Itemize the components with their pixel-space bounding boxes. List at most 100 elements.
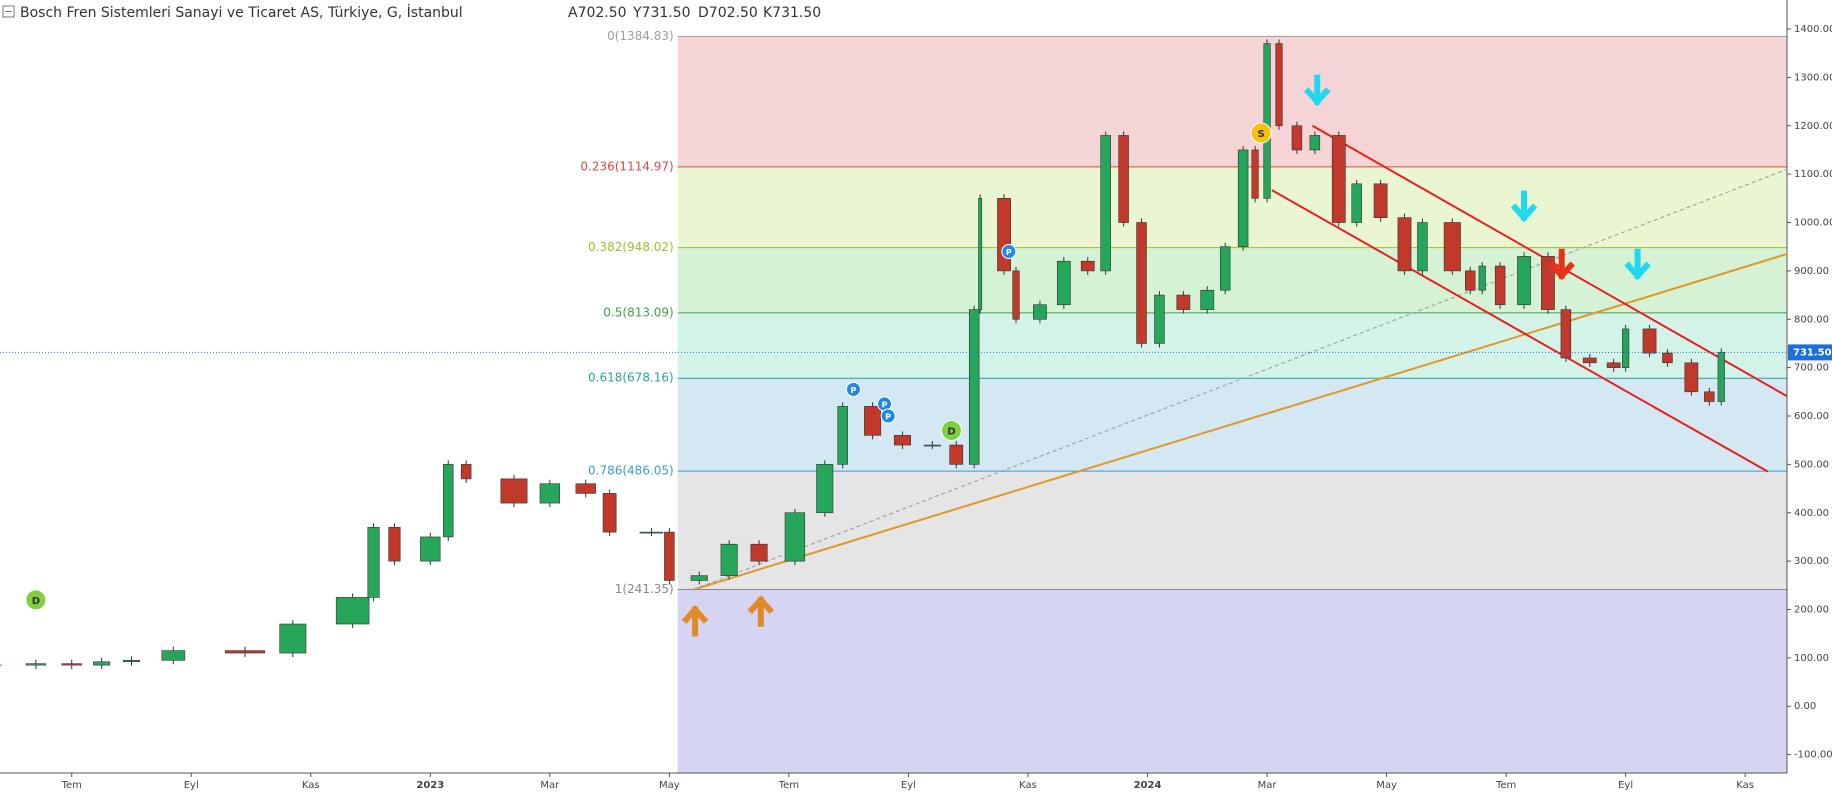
y-tick-label: 700.00 [1794, 363, 1829, 374]
candle-body [1478, 265, 1486, 291]
header-bg [0, 0, 700, 26]
candle-body [750, 543, 768, 562]
candle-body [639, 531, 664, 534]
fib-label: 0.5(813.09) [603, 305, 673, 319]
candle-body [720, 543, 738, 576]
candle-body [1443, 222, 1461, 272]
fib-label: 0.236(1114.97) [580, 159, 673, 173]
candle-body [61, 663, 82, 666]
candle-body [997, 198, 1011, 272]
badge-text: D [32, 596, 40, 607]
candle-body [949, 444, 964, 465]
x-tick-label: Kas [1019, 780, 1037, 791]
candle-body [1200, 289, 1215, 310]
x-tick-label: Tem [1495, 780, 1516, 791]
y-tick-label: 1300.00 [1794, 72, 1832, 83]
candle-body [1582, 357, 1597, 364]
y-tick-label: 600.00 [1794, 411, 1829, 422]
candle-body [1219, 246, 1231, 291]
candle-body [1465, 270, 1476, 291]
candle-body [1606, 362, 1621, 368]
y-tick-label: 300.00 [1794, 556, 1829, 567]
badge [1250, 122, 1272, 144]
badge [880, 408, 896, 424]
candle-body [978, 198, 983, 310]
candle-body [1275, 43, 1283, 127]
y-tick-label: 100.00 [1794, 653, 1829, 664]
candle-body [25, 663, 47, 666]
candle-body [575, 483, 596, 494]
fib-label: 0.382(948.02) [588, 240, 674, 254]
badge [25, 589, 47, 611]
fib-label: 0(1384.83) [607, 29, 674, 43]
candle-body [1331, 135, 1346, 223]
candle-body [1351, 183, 1362, 223]
candle-body [1684, 362, 1699, 393]
candle-body [1517, 256, 1531, 306]
fib-band [677, 589, 1788, 773]
x-tick-label: Eyl [184, 780, 199, 791]
signal-arrow [1510, 190, 1538, 223]
candle-body [1622, 328, 1630, 368]
signal-arrow [1548, 248, 1575, 281]
x-tick-label: May [1376, 780, 1397, 791]
candle-body [602, 493, 617, 533]
last-price-tag [1788, 344, 1832, 361]
candle-body [500, 478, 528, 504]
candle-body [923, 444, 941, 447]
x-tick-label: Tem [61, 780, 82, 791]
x-tick-label: Kas [302, 780, 320, 791]
y-tick-label: 900.00 [1794, 266, 1829, 277]
badge-text: P [1006, 248, 1012, 257]
candle-body [1237, 149, 1249, 248]
candle-body [1309, 135, 1321, 151]
candle-body [420, 536, 441, 562]
x-tick-label: May [659, 780, 680, 791]
signal-arrow [1304, 74, 1331, 107]
y-axis-bg [1787, 0, 1832, 792]
candle-body [335, 597, 370, 625]
fib-band [677, 36, 1788, 167]
last-price-label: 731.50 [1793, 347, 1832, 358]
candle-body [1417, 222, 1428, 272]
ohlc-value: D702.50 [698, 5, 758, 21]
candle-body [367, 526, 380, 598]
x-tick-label: 2024 [1134, 780, 1162, 791]
signal-arrow [1624, 248, 1651, 281]
fib-band [677, 247, 1788, 313]
candle-body [1080, 260, 1095, 272]
candle-body [1154, 294, 1165, 344]
fib-label: 0.618(678.16) [588, 371, 674, 385]
candle-body [864, 406, 882, 436]
x-tick-label: Mar [540, 780, 560, 791]
candle-body [93, 661, 111, 666]
badge-text: P [882, 400, 888, 409]
candle-body [161, 650, 186, 661]
y-tick-label: 200.00 [1794, 604, 1829, 615]
x-tick-label: Eyl [1618, 780, 1633, 791]
candle-body [539, 483, 561, 504]
badge [845, 381, 861, 397]
candle-body [1100, 135, 1111, 272]
candle-body [388, 526, 401, 562]
x-tick-label: Kas [1736, 780, 1754, 791]
badge-text: P [885, 413, 891, 422]
candle-body [1642, 328, 1657, 354]
chart-title: Bosch Fren Sistemleri Sanayi ve Ticaret … [20, 3, 463, 21]
y-tick-label: 1000.00 [1794, 218, 1832, 229]
y-tick-label: 0.00 [1794, 701, 1816, 712]
candle-body [1662, 352, 1673, 364]
candle-body [1176, 294, 1191, 310]
trend-line [692, 253, 1788, 591]
badge-text: D [947, 427, 955, 438]
candle-body [968, 309, 980, 465]
ohlc-value: A702.50 [568, 5, 627, 21]
collapse-icon[interactable] [2, 5, 15, 18]
candle-body [893, 435, 911, 446]
badge [1001, 244, 1017, 260]
candle-body [1494, 265, 1506, 306]
ohlc: A702.50 Y731.50 D702.50 K731.50 [568, 5, 821, 21]
